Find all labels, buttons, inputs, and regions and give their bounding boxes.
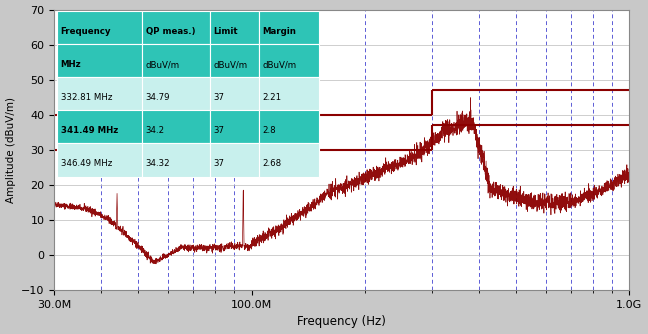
- FancyBboxPatch shape: [210, 44, 259, 77]
- FancyBboxPatch shape: [57, 110, 142, 143]
- Text: 37: 37: [213, 126, 224, 135]
- Text: 34.32: 34.32: [146, 159, 170, 168]
- Text: 37: 37: [213, 159, 224, 168]
- X-axis label: Frequency (Hz): Frequency (Hz): [297, 315, 386, 328]
- Text: MHz: MHz: [60, 60, 81, 69]
- FancyBboxPatch shape: [259, 143, 319, 177]
- Text: 2.68: 2.68: [262, 159, 281, 168]
- Text: 341.49 MHz: 341.49 MHz: [60, 126, 118, 135]
- FancyBboxPatch shape: [259, 44, 319, 77]
- FancyBboxPatch shape: [57, 44, 142, 77]
- FancyBboxPatch shape: [210, 77, 259, 110]
- Y-axis label: Amplitude (dBuV/m): Amplitude (dBuV/m): [6, 97, 16, 203]
- FancyBboxPatch shape: [210, 143, 259, 177]
- FancyBboxPatch shape: [259, 110, 319, 143]
- FancyBboxPatch shape: [210, 11, 259, 44]
- FancyBboxPatch shape: [142, 77, 210, 110]
- FancyBboxPatch shape: [57, 11, 142, 44]
- FancyBboxPatch shape: [142, 143, 210, 177]
- FancyBboxPatch shape: [142, 110, 210, 143]
- FancyBboxPatch shape: [259, 77, 319, 110]
- Text: 37: 37: [213, 93, 224, 102]
- Text: dBuV/m: dBuV/m: [146, 60, 179, 69]
- FancyBboxPatch shape: [57, 77, 142, 110]
- FancyBboxPatch shape: [142, 44, 210, 77]
- Text: dBuV/m: dBuV/m: [262, 60, 297, 69]
- FancyBboxPatch shape: [259, 11, 319, 44]
- Text: 2.8: 2.8: [262, 126, 276, 135]
- Text: Margin: Margin: [262, 27, 296, 36]
- Text: Limit: Limit: [213, 27, 238, 36]
- Text: 34.2: 34.2: [146, 126, 165, 135]
- Text: Frequency: Frequency: [60, 27, 111, 36]
- Text: 2.21: 2.21: [262, 93, 281, 102]
- FancyBboxPatch shape: [142, 11, 210, 44]
- Text: 34.79: 34.79: [146, 93, 170, 102]
- Text: dBuV/m: dBuV/m: [213, 60, 248, 69]
- FancyBboxPatch shape: [210, 110, 259, 143]
- Text: QP meas.): QP meas.): [146, 27, 195, 36]
- Text: 332.81 MHz: 332.81 MHz: [60, 93, 112, 102]
- FancyBboxPatch shape: [57, 143, 142, 177]
- Text: 346.49 MHz: 346.49 MHz: [60, 159, 112, 168]
